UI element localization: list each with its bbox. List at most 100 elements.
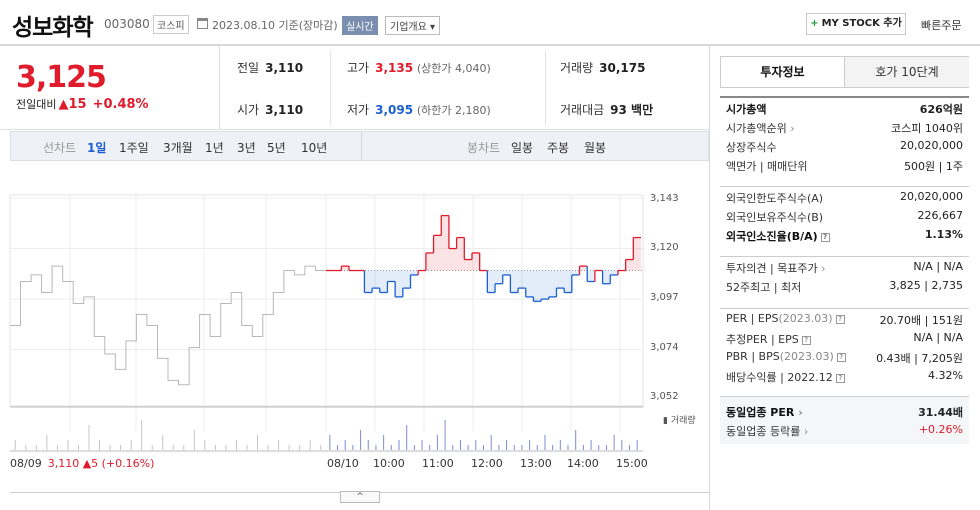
info-row[interactable]: 배당수익률 | 2022.12? 4.32%: [726, 369, 963, 384]
info-group-industry: 동일업종 PER › 31.44배 동일업종 등락률 › +0.26%: [720, 396, 969, 444]
area-segment: [625, 259, 634, 271]
quote-volume: 거래량 30,175: [560, 61, 646, 75]
plus-icon: +: [810, 18, 819, 29]
chart-toolbar: 선차트 1일 1주일 3개월 1년 3년 5년 10년 봉차트 일봉 주봉 월봉: [10, 131, 709, 161]
help-icon[interactable]: ?: [836, 352, 846, 362]
info-row: 액면가 | 매매단위 500원 | 1주: [726, 160, 963, 173]
x-tick-label: 14:00: [567, 457, 599, 470]
period-1y[interactable]: 1년: [205, 141, 224, 155]
base-date: 2023.08.10 기준(장마감): [212, 19, 338, 32]
info-row: 외국인보유주식수(B) 226,667: [726, 209, 963, 224]
area-segment: [541, 270, 549, 300]
area-segment: [633, 237, 641, 271]
y-tick-label: 3,074: [650, 342, 679, 353]
area-segment: [602, 270, 611, 284]
side-tabs: 투자정보 호가 10단계: [720, 56, 969, 88]
tab-order-book[interactable]: 호가 10단계: [845, 57, 969, 87]
y-tick-label: 3,052: [650, 391, 679, 402]
info-row[interactable]: 시가총액순위 › 코스피 1040위: [726, 122, 963, 135]
period-1w[interactable]: 1주일: [119, 141, 149, 155]
period-3y[interactable]: 3년: [237, 141, 256, 155]
investment-info-panel: 투자정보 호가 10단계 시가총액 626억원 시가총액순위 › 코스피 1040위…: [709, 46, 980, 510]
quote-prev-close: 전일 3,110: [237, 61, 304, 75]
change-label: 전일대비: [16, 98, 57, 111]
help-icon[interactable]: ?: [835, 314, 845, 324]
line-chart-label: 선차트: [43, 141, 77, 155]
volume-legend: ▮ 거래량: [663, 416, 696, 426]
x-tick-label: 08/10: [327, 457, 359, 470]
period-5y[interactable]: 5년: [267, 141, 286, 155]
x-tick-label: 10:00: [373, 457, 405, 470]
area-segment: [518, 270, 526, 289]
candle-monthly[interactable]: 월봉: [584, 141, 607, 155]
x-tick-label: 13:00: [520, 457, 552, 470]
price-chart[interactable]: 3,143 3,120 3,097 3,074 3,052 ▮ 거래량 08/0…: [0, 161, 709, 510]
candle-chart-label: 봉차트: [467, 141, 501, 155]
divider: [361, 132, 362, 160]
stock-header: 성보화학 003080 코스피 2023.08.10 기준(장마감) 실시간 기…: [0, 0, 980, 46]
series-line-prev-day: [10, 265, 326, 386]
info-group-foreign: 외국인한도주식수(A) 20,020,000 외국인보유주식수(B) 226,667…: [720, 186, 969, 244]
market-badge: 코스피: [153, 15, 189, 34]
area-segment: [341, 266, 350, 271]
area-segment: [556, 270, 565, 289]
quick-order-link[interactable]: 빠른주문: [921, 19, 962, 32]
x-tick-label: 15:00: [616, 457, 648, 470]
area-segment: [448, 248, 457, 271]
y-tick-label: 3,143: [650, 193, 679, 204]
info-row[interactable]: 추정PER | EPS? N/A | N/A: [726, 331, 963, 346]
help-icon[interactable]: ?: [820, 232, 830, 242]
area-segment: [495, 270, 503, 284]
prev-day-info: 08/09 3,110 ▲5 (+0.16%): [10, 457, 155, 470]
area-segment: [610, 270, 618, 275]
realtime-button[interactable]: 실시간: [342, 16, 378, 35]
period-3m[interactable]: 3개월: [163, 141, 193, 155]
area-segment: [502, 270, 511, 275]
candle-daily[interactable]: 일봉: [511, 141, 534, 155]
candle-weekly[interactable]: 주봉: [547, 141, 570, 155]
price-change: 전일대비 ▲15 +0.48%: [16, 96, 149, 112]
area-segment: [471, 252, 480, 271]
info-row[interactable]: 투자의견 | 목표주가 › N/A | N/A: [726, 260, 963, 275]
area-segment: [387, 270, 396, 282]
area-segment: [441, 215, 449, 271]
area-segment: [402, 270, 411, 289]
info-row: 외국인한도주식수(A) 20,020,000: [726, 190, 963, 205]
chevron-up-icon: ^: [356, 492, 364, 502]
calendar-icon: [197, 18, 208, 29]
divider: [545, 50, 546, 126]
my-stock-add-button[interactable]: + MY STOCK 추가: [806, 13, 906, 35]
info-row[interactable]: PBR | BPS(2023.03)? 0.43배 | 7,205원: [726, 350, 963, 365]
help-icon[interactable]: ?: [801, 335, 811, 345]
area-segment: [372, 270, 380, 289]
company-overview-dropdown[interactable]: 기업개요 ▾: [385, 16, 440, 35]
quote-low: 저가 3,095 (하한가 2,180): [347, 103, 491, 117]
my-stock-label: MY STOCK 추가: [821, 18, 902, 29]
divider: [330, 50, 331, 126]
quote-high: 고가 3,135 (상한가 4,040): [347, 61, 491, 75]
area-segment: [410, 270, 419, 275]
y-tick-label: 3,097: [650, 292, 679, 303]
collapse-button[interactable]: ^: [340, 491, 380, 503]
x-tick-label: 12:00: [471, 457, 503, 470]
help-icon[interactable]: ?: [835, 373, 845, 383]
period-10y[interactable]: 10년: [301, 141, 328, 155]
area-segment: [579, 266, 588, 271]
area-segment: [395, 270, 403, 297]
info-row: 상장주식수 20,020,000: [726, 139, 963, 154]
area-segment: [587, 270, 595, 282]
area-segment: [364, 270, 373, 293]
tab-investment-info[interactable]: 투자정보: [721, 57, 845, 87]
area-segment: [487, 270, 496, 293]
area-segment: [564, 270, 572, 293]
info-row[interactable]: PER | EPS(2023.03)? 20.70배 | 151원: [726, 312, 963, 327]
chart-canvas[interactable]: [0, 161, 709, 491]
period-1d[interactable]: 1일: [87, 141, 107, 155]
quote-table: 전일 3,110 고가 3,135 (상한가 4,040) 거래량 30,175 시가…: [220, 46, 709, 130]
info-row[interactable]: 외국인소진율(B/A)? 1.13%: [726, 228, 963, 243]
info-row[interactable]: 동일업종 등락률 › +0.26%: [726, 423, 963, 438]
area-segment: [548, 270, 557, 297]
info-row[interactable]: 동일업종 PER › 31.44배: [726, 406, 963, 419]
area-segment: [525, 270, 534, 297]
info-group-market-cap: 시가총액 626억원 시가총액순위 › 코스피 1040위 상장주식수 20,020,…: [720, 96, 969, 174]
